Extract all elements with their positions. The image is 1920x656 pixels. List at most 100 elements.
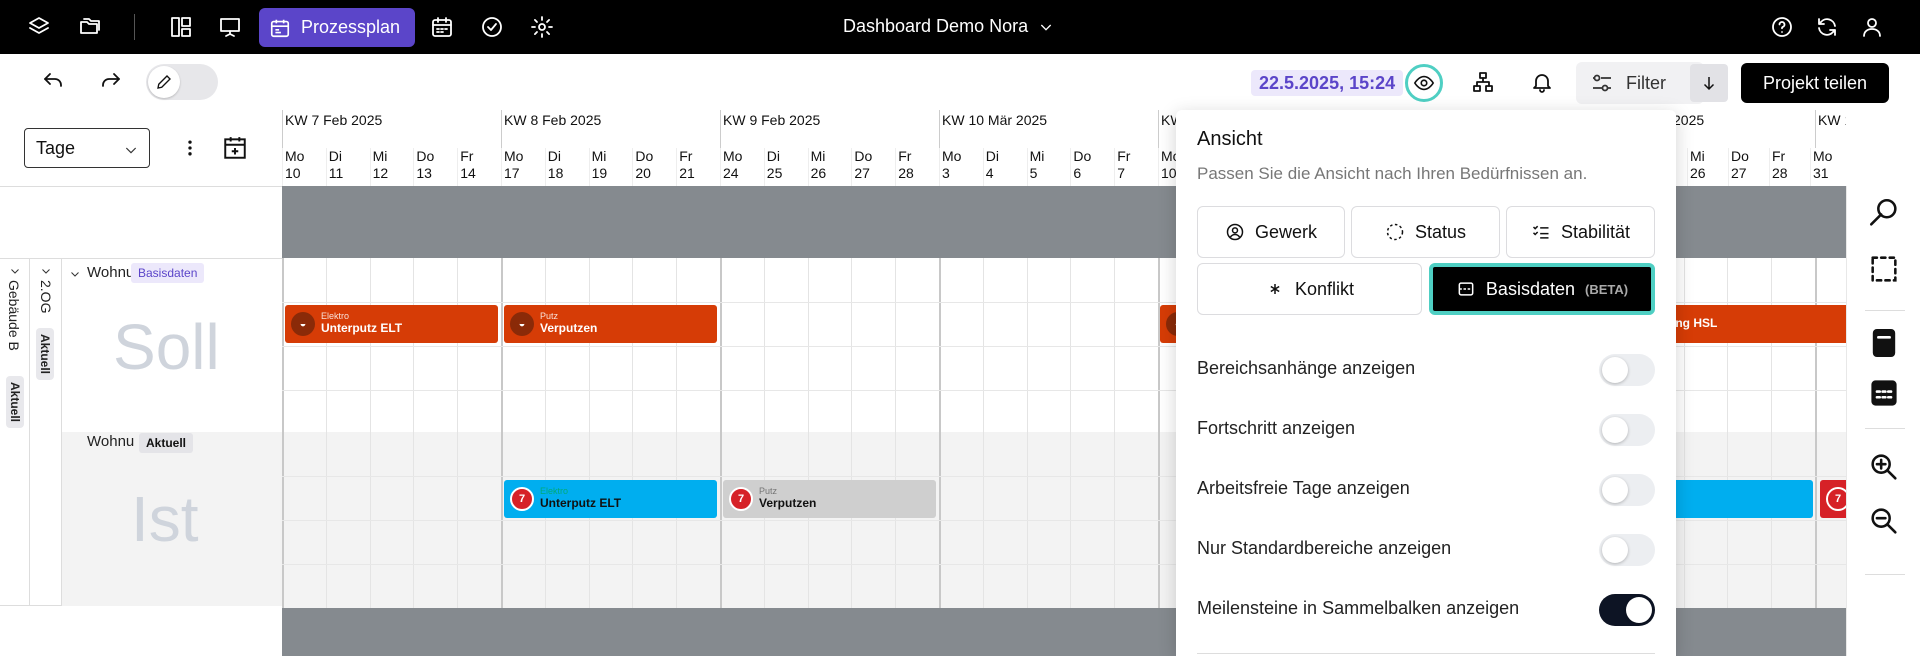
day-header: Di 18 xyxy=(544,148,589,186)
chevron-down-icon[interactable] xyxy=(40,264,52,282)
task-bar[interactable] xyxy=(1662,480,1813,518)
day-number: 10 xyxy=(285,165,301,181)
floor-badge: Aktuell xyxy=(36,328,54,381)
week-header: KW 8 Feb 2025 xyxy=(501,110,720,148)
share-project-button[interactable]: Projekt teilen xyxy=(1741,63,1889,103)
day-number: 14 xyxy=(460,165,476,181)
view-baseline-button[interactable]: Basisdaten (BETA) xyxy=(1429,263,1655,315)
day-header: Mi 26 xyxy=(807,148,852,186)
top-bar: Prozessplan Dashboard Demo Nora xyxy=(0,0,1920,54)
grid-line xyxy=(676,258,678,608)
day-header: Do 6 xyxy=(1070,148,1114,186)
day-number: 11 xyxy=(328,165,344,181)
grid-line xyxy=(720,258,722,608)
task-category: Elektro xyxy=(321,311,350,322)
task-bar[interactable]: ◒ Elektro Unterputz ELT xyxy=(285,305,498,343)
redo-icon[interactable] xyxy=(95,66,127,98)
day-abbr: Fr xyxy=(1772,148,1786,164)
view-stability-button[interactable]: Stabilität xyxy=(1506,206,1655,258)
day-number: 28 xyxy=(898,165,914,181)
edit-mode-toggle[interactable] xyxy=(146,64,218,100)
grid-line xyxy=(282,520,1846,521)
task-bar[interactable]: 7 xyxy=(1820,480,1846,518)
baseline-icon xyxy=(1458,282,1474,296)
toggle-nonworking-days[interactable] xyxy=(1599,474,1655,506)
project-title-dropdown[interactable]: Dashboard Demo Nora xyxy=(843,16,1054,37)
chevron-down-icon[interactable] xyxy=(9,264,21,282)
filter-button[interactable]: Filter xyxy=(1576,62,1688,104)
calendar-icon[interactable] xyxy=(427,12,457,42)
view-conflict-button[interactable]: Konflikt xyxy=(1197,263,1422,315)
document-icon[interactable] xyxy=(1867,326,1901,360)
day-header: Di 25 xyxy=(763,148,808,186)
calendar-today-icon[interactable] xyxy=(222,135,248,161)
building-badge: Aktuell xyxy=(6,376,24,429)
filter-group: Filter xyxy=(1576,62,1728,104)
day-header: Mo 24 xyxy=(720,148,764,186)
view-status-button[interactable]: Status xyxy=(1351,206,1500,258)
task-bar[interactable]: ◒ Putz Verputzen xyxy=(504,305,717,343)
current-badge: Aktuell xyxy=(139,433,194,453)
toggle-milestones[interactable] xyxy=(1599,594,1655,626)
task-bar[interactable]: 7 Putz Verputzen xyxy=(723,480,936,518)
zoom-in-icon[interactable] xyxy=(1867,450,1901,484)
day-number: 25 xyxy=(766,165,783,181)
user-icon[interactable] xyxy=(1857,12,1887,42)
divider xyxy=(0,186,282,187)
layers-icon[interactable] xyxy=(24,12,54,42)
arrow-down-icon xyxy=(1703,77,1715,91)
grid-line xyxy=(1815,258,1817,608)
selection-icon[interactable] xyxy=(1867,252,1901,286)
undo-icon[interactable] xyxy=(37,66,69,98)
option-label: Nur Standardbereiche anzeigen xyxy=(1197,538,1452,558)
day-header: Fr 21 xyxy=(676,148,720,186)
view-scale-select[interactable]: Tage xyxy=(24,128,150,168)
grid-line xyxy=(851,258,853,608)
day-header: Fr 14 xyxy=(457,148,501,186)
day-number: 7 xyxy=(1117,165,1125,181)
search-icon[interactable] xyxy=(1867,196,1901,230)
task-bar[interactable]: 7 Elektro Unterputz ELT xyxy=(504,480,717,518)
view-gewerk-button[interactable]: Gewerk xyxy=(1197,206,1345,258)
popover-subtitle: Passen Sie die Ansicht nach Ihren Bedürf… xyxy=(1197,164,1588,183)
grid-line xyxy=(282,302,1846,303)
gear-icon[interactable] xyxy=(527,12,557,42)
presentation-icon[interactable] xyxy=(215,12,245,42)
calendar-grid-icon[interactable] xyxy=(1867,376,1901,410)
layout-icon[interactable] xyxy=(166,12,196,42)
task-bar[interactable]: ung HSL xyxy=(1662,305,1846,343)
beta-tag: (BETA) xyxy=(1584,281,1629,297)
refresh-icon[interactable] xyxy=(1812,12,1842,42)
timestamp-badge[interactable]: 22.5.2025, 15:24 xyxy=(1251,70,1404,96)
filter-sort-button[interactable] xyxy=(1690,64,1728,102)
grid-line xyxy=(501,258,503,608)
conflict-count-badge: 7 xyxy=(729,487,753,511)
day-number: 26 xyxy=(810,165,827,181)
toggle-progress[interactable] xyxy=(1599,414,1655,446)
day-abbr: Mi xyxy=(810,148,826,164)
view-button[interactable] xyxy=(1405,64,1443,102)
toggle-area-attachments[interactable] xyxy=(1599,354,1655,386)
floor-label: 2.OG xyxy=(38,280,54,314)
toggle-standard-areas[interactable] xyxy=(1599,534,1655,566)
day-abbr: Fr xyxy=(679,148,693,164)
folders-icon[interactable] xyxy=(75,12,105,42)
zoom-out-icon[interactable] xyxy=(1867,504,1901,538)
check-circle-icon[interactable] xyxy=(477,12,507,42)
chevron-down-icon[interactable] xyxy=(69,267,81,285)
day-header: Di 4 xyxy=(982,148,1027,186)
hierarchy-icon[interactable] xyxy=(1467,66,1499,98)
day-number: 3 xyxy=(942,165,950,181)
day-number: 10 xyxy=(1161,165,1177,181)
grid-line xyxy=(282,346,1846,347)
day-header: Do 27 xyxy=(1728,148,1772,186)
popover-title: Ansicht xyxy=(1197,128,1263,150)
day-header: Fr 28 xyxy=(895,148,939,186)
button-label: Konflikt xyxy=(1294,278,1355,299)
pencil-icon xyxy=(148,66,180,98)
tab-prozessplan[interactable]: Prozessplan xyxy=(259,8,415,47)
task-category: Elektro xyxy=(540,486,569,497)
more-options-icon[interactable] xyxy=(180,136,200,160)
help-icon[interactable] xyxy=(1767,12,1797,42)
bell-icon[interactable] xyxy=(1526,66,1558,98)
